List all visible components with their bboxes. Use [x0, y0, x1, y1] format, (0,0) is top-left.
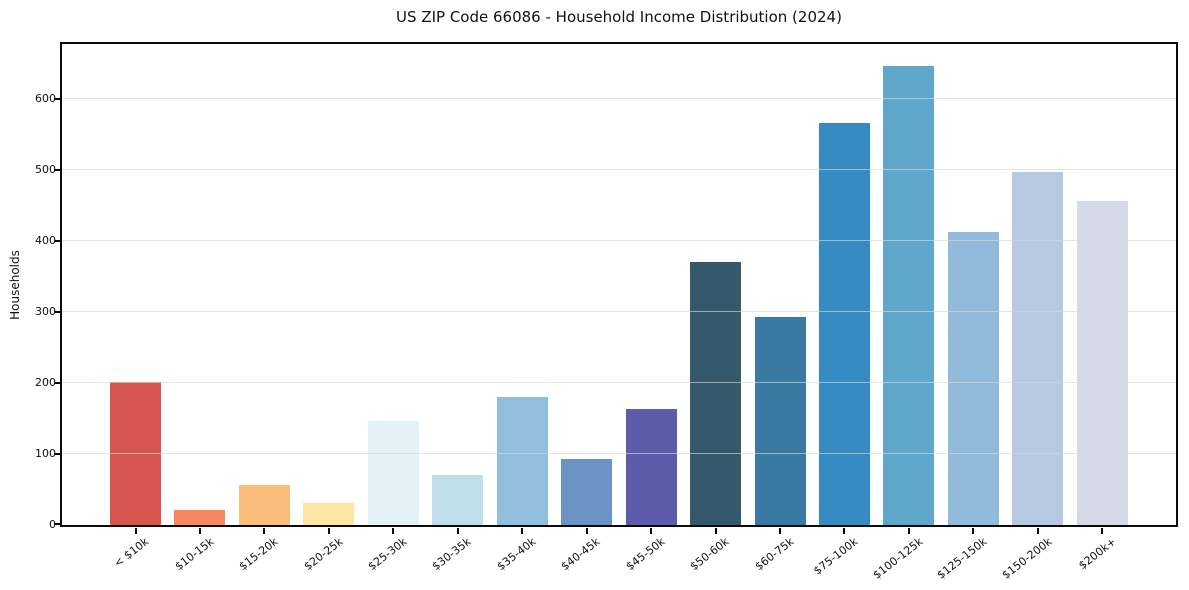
- y-tick-mark: [54, 523, 60, 525]
- y-tick-label: 100: [35, 447, 56, 460]
- x-tick-label: $10-15k: [172, 535, 216, 574]
- x-tick-label: $60-75k: [752, 535, 797, 574]
- bar: [625, 409, 677, 525]
- y-tick-label: 500: [35, 163, 56, 176]
- x-tick-label: $50-60k: [687, 535, 732, 574]
- x-tick-label: $200k+: [1075, 535, 1119, 573]
- bar: [303, 503, 355, 525]
- bar: [367, 421, 419, 525]
- y-tick-label: 600: [35, 92, 56, 105]
- x-tick-mark: [263, 528, 266, 534]
- bar: [947, 232, 999, 525]
- x-tick-label: $100-125k: [870, 535, 925, 582]
- x-tick-label: $125-150k: [934, 535, 990, 582]
- bar: [496, 397, 548, 525]
- bar-slot: $100-125k: [870, 44, 935, 582]
- x-tick-mark: [521, 528, 524, 534]
- y-tick-label: 300: [35, 305, 56, 318]
- y-tick-label: 0: [49, 518, 56, 531]
- x-tick-mark: [585, 528, 588, 534]
- x-tick-label: $25-30k: [365, 535, 410, 574]
- y-tick-mark: [54, 382, 60, 384]
- plot-area: < $10k $10-15k $15-20k $20-25k $25-30k $30-35…: [35, 42, 1178, 582]
- x-tick-mark: [1036, 528, 1039, 534]
- bar: [883, 66, 935, 525]
- x-tick-label: $30-35k: [430, 535, 474, 574]
- x-tick-label: $75-100k: [811, 535, 861, 578]
- bar-slot: $35-40k: [494, 44, 548, 573]
- bar: [110, 382, 161, 525]
- bar-slot: $60-75k: [752, 44, 806, 573]
- bar-slot: $20-25k: [301, 44, 355, 573]
- y-tick-label: 200: [35, 376, 56, 389]
- x-tick-label: $45-50k: [623, 535, 668, 574]
- bar: [1012, 172, 1064, 525]
- bar-slot: $75-100k: [811, 44, 870, 577]
- bar-slot: $45-50k: [623, 44, 677, 573]
- x-tick-mark: [198, 528, 201, 534]
- chart-title: US ZIP Code 66086 - Household Income Dis…: [396, 8, 842, 26]
- bar: [561, 459, 613, 525]
- bar-slot: $10-15k: [172, 44, 226, 573]
- x-tick-mark: [907, 528, 910, 534]
- bar-slot: $125-150k: [935, 44, 999, 582]
- x-tick-label: $15-20k: [236, 535, 281, 574]
- y-tick-mark: [54, 240, 60, 242]
- bar-slot: $30-35k: [430, 44, 484, 573]
- x-tick-mark: [650, 528, 653, 534]
- bar: [238, 485, 290, 525]
- bar-slot: $25-30k: [366, 44, 419, 573]
- bar: [174, 510, 226, 525]
- x-tick-mark: [1101, 528, 1104, 534]
- bar: [432, 475, 484, 525]
- bar-slot: $150-200k: [999, 44, 1064, 582]
- y-axis-label: Households: [8, 250, 22, 320]
- x-tick-label: $40-45k: [558, 535, 603, 574]
- bar: [1076, 201, 1128, 525]
- x-tick-mark: [392, 528, 395, 534]
- x-tick-mark: [972, 528, 975, 534]
- bar: [818, 123, 870, 525]
- x-tick-mark: [714, 528, 717, 534]
- y-tick-label: 400: [35, 234, 56, 247]
- bars-layer: < $10k $10-15k $15-20k $20-25k $25-30k $30-35…: [62, 44, 1176, 582]
- x-tick-label: $35-40k: [494, 535, 539, 574]
- x-tick-mark: [843, 528, 846, 534]
- x-tick-label: $20-25k: [301, 535, 345, 574]
- bar: [690, 262, 742, 525]
- x-tick-mark: [134, 528, 137, 534]
- x-tick-mark: [456, 528, 459, 534]
- bar-slot: $40-45k: [559, 44, 613, 573]
- x-tick-mark: [327, 528, 330, 534]
- x-tick-label: $150-200k: [999, 535, 1054, 582]
- x-tick-label: < $10k: [111, 535, 152, 570]
- y-tick-mark: [54, 311, 60, 313]
- bar: [754, 317, 806, 525]
- bar-slot: $50-60k: [688, 44, 742, 573]
- bar-slot: < $10k: [110, 44, 161, 570]
- x-tick-mark: [779, 528, 782, 534]
- y-tick-mark: [54, 169, 60, 171]
- bar-slot: $15-20k: [237, 44, 290, 573]
- y-tick-mark: [54, 98, 60, 100]
- bar-slot: $200k+: [1076, 44, 1128, 572]
- y-tick-mark: [54, 453, 60, 455]
